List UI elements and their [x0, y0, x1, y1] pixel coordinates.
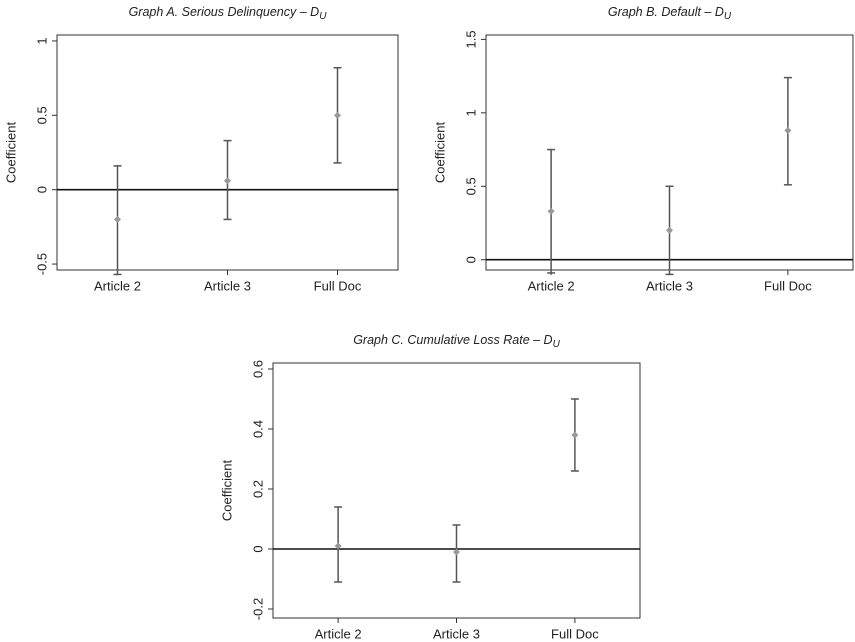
point	[114, 215, 121, 223]
x-tick-label: Article 2	[315, 626, 362, 641]
y-tick-label: 0.6	[250, 360, 265, 378]
title-text: Graph C. Cumulative Loss Rate – D	[353, 333, 552, 347]
x-tick-label: Article 3	[433, 626, 480, 641]
y-axis-label: Coefficient	[3, 122, 18, 184]
y-tick-label: 0.2	[250, 480, 265, 498]
y-tick-label: 1	[34, 37, 49, 44]
x-tick-label: Article 3	[204, 278, 251, 293]
x-tick-label: Full Doc	[764, 278, 812, 293]
y-tick-label: 0	[250, 545, 265, 552]
point	[224, 177, 231, 185]
point	[453, 548, 460, 556]
title-subscript: U	[553, 339, 561, 350]
y-tick-label: -0.5	[34, 253, 49, 275]
point	[334, 542, 342, 550]
title-text: Graph B. Default – D	[608, 5, 724, 19]
y-axis-label: Coefficient	[432, 122, 447, 184]
point	[666, 226, 673, 234]
point	[547, 207, 555, 215]
chart-title: Graph B. Default – DU	[608, 5, 732, 21]
y-axis-label: Coefficient	[219, 460, 234, 522]
point	[784, 126, 792, 134]
chart: Graph A. Serious Delinquency – DU Coeffic…	[3, 5, 399, 293]
x-tick-label: Full Doc	[551, 626, 599, 641]
point	[334, 111, 341, 119]
y-tick-label: 0.4	[250, 420, 265, 438]
point	[571, 431, 579, 439]
x-tick-label: Full Doc	[314, 278, 362, 293]
x-tick-label: Article 3	[646, 278, 693, 293]
y-tick-label: 1	[463, 109, 478, 116]
chart: Graph C. Cumulative Loss Rate – DU Coeffi…	[219, 333, 641, 641]
chart-title: Graph A. Serious Delinquency – DU	[129, 5, 328, 21]
title-text: Graph A. Serious Delinquency – D	[129, 5, 320, 19]
y-tick-label: 1.5	[463, 30, 478, 48]
y-tick-label: 0	[34, 186, 49, 193]
y-tick-label: 0.5	[463, 177, 478, 195]
x-tick-label: Article 2	[528, 278, 575, 293]
y-tick-label: -0.2	[250, 598, 265, 620]
y-tick-label: 0.5	[34, 106, 49, 124]
title-subscript: U	[319, 11, 327, 22]
chart: Graph B. Default – DU Coefficient 0 0.5 1 1.5…	[432, 5, 854, 293]
y-tick-label: 0	[463, 256, 478, 263]
title-subscript: U	[724, 11, 732, 22]
x-tick-label: Article 2	[94, 278, 141, 293]
chart-title: Graph C. Cumulative Loss Rate – DU	[353, 333, 560, 349]
